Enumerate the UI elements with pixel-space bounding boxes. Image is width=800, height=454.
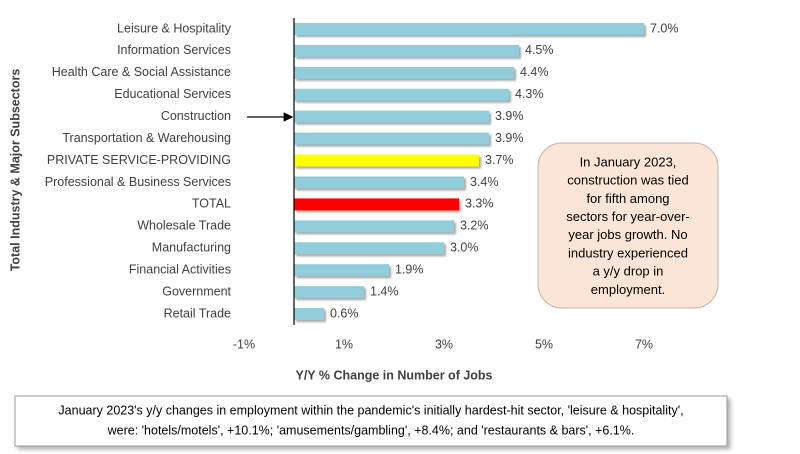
annotation-box: [537, 142, 719, 309]
value-label: 3.4%: [470, 175, 499, 189]
annotation-line: In January 2023,: [580, 154, 677, 169]
category-label: Construction: [161, 109, 231, 123]
bar: [294, 308, 324, 321]
x-axis-title: Y/Y % Change in Number of Jobs: [295, 368, 492, 382]
category-label: Financial Activities: [129, 262, 231, 276]
x-tick-label: 3%: [435, 337, 453, 351]
bar: [294, 44, 519, 57]
category-label: Government: [162, 284, 231, 298]
category-label: Educational Services: [114, 87, 231, 101]
value-label: 4.5%: [525, 43, 554, 57]
value-label: 4.4%: [520, 65, 549, 79]
category-label: TOTAL: [192, 197, 231, 211]
annotation-line: for fifth among: [586, 191, 669, 206]
category-label: Information Services: [117, 43, 231, 57]
value-label: 4.3%: [515, 87, 544, 101]
bar: [294, 286, 364, 299]
annotation-line: year jobs growth. No: [568, 227, 687, 242]
bar: [294, 22, 644, 35]
bar: [294, 132, 489, 145]
x-tick-label: 1%: [335, 337, 353, 351]
annotation-line: industry experienced: [568, 245, 688, 260]
footnote-line: January 2023's y/y changes in employment…: [58, 403, 683, 417]
annotation-line: a y/y drop in: [593, 264, 664, 279]
category-label: Health Care & Social Assistance: [52, 65, 231, 79]
y-axis-title: Total Industry & Major Subsectors: [8, 69, 22, 272]
annotation-line: sectors for year-over-: [566, 209, 690, 224]
annotation-line: construction was tied: [567, 173, 688, 188]
value-label: 3.9%: [495, 109, 524, 123]
category-label: Manufacturing: [152, 241, 231, 255]
x-tick-label: 5%: [535, 337, 553, 351]
footnote-line: were: 'hotels/motels', +10.1%; 'amusemen…: [107, 423, 635, 437]
value-label: 1.9%: [395, 262, 424, 276]
category-label: PRIVATE SERVICE-PROVIDING: [47, 153, 231, 167]
x-tick-label: 7%: [635, 337, 653, 351]
bar: [294, 66, 514, 79]
category-label: Transportation & Warehousing: [62, 131, 231, 145]
bar: [294, 110, 489, 123]
x-tick-label: -1%: [233, 337, 255, 351]
value-label: 3.2%: [460, 219, 489, 233]
category-label: Professional & Business Services: [45, 175, 231, 189]
bar: [294, 242, 444, 255]
category-label: Wholesale Trade: [137, 219, 231, 233]
annotation-line: employment.: [591, 282, 665, 297]
bar: [294, 198, 459, 211]
value-label: 0.6%: [330, 306, 359, 320]
value-label: 3.7%: [485, 153, 514, 167]
bar: [294, 176, 464, 189]
footnote-box: [14, 395, 728, 447]
value-label: 7.0%: [650, 21, 679, 35]
bar: [294, 220, 454, 233]
bar: [294, 154, 479, 167]
bar: [294, 88, 509, 101]
value-label: 1.4%: [370, 284, 399, 298]
value-label: 3.0%: [450, 241, 479, 255]
bar: [294, 264, 389, 277]
category-label: Leisure & Hospitality: [117, 21, 232, 35]
category-label: Retail Trade: [164, 306, 231, 320]
value-label: 3.3%: [465, 197, 494, 211]
value-label: 3.9%: [495, 131, 524, 145]
